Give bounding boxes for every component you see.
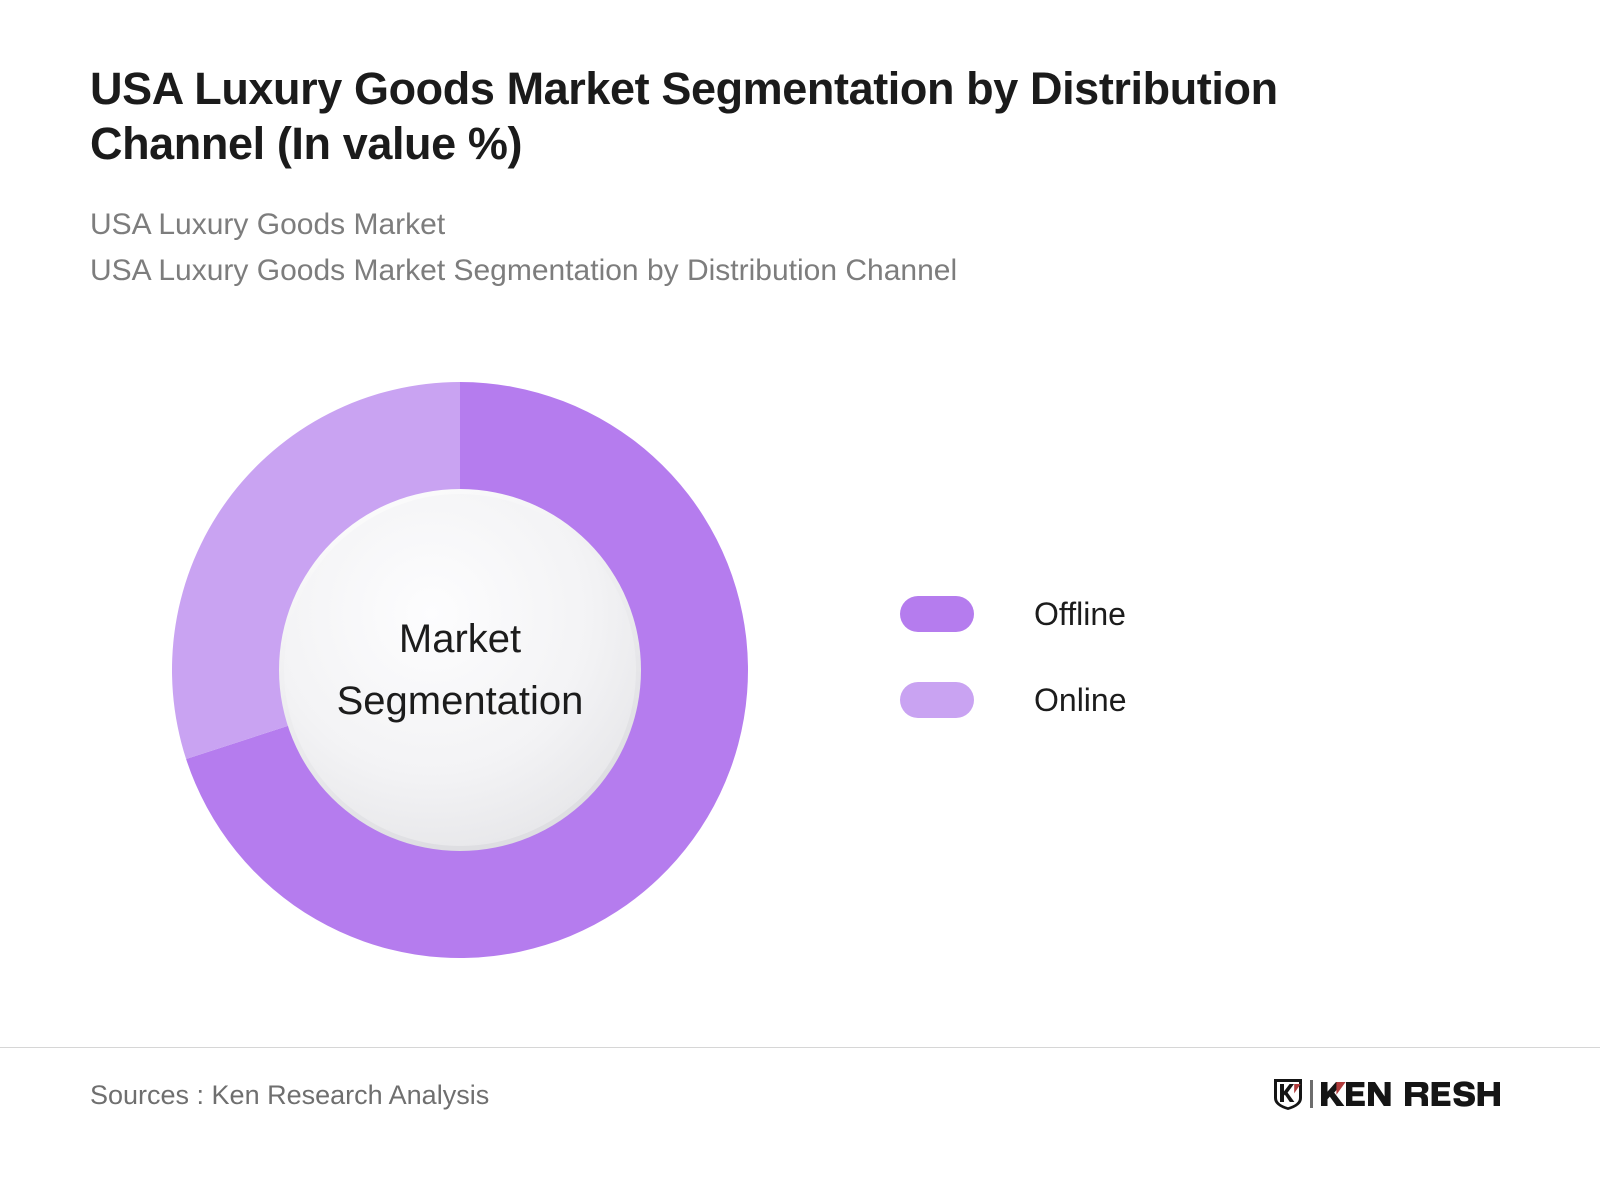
donut-chart-svg [171,382,749,958]
donut-slice-offline[interactable] [186,382,749,958]
chart-body: Market Segmentation Offline Online [0,350,1600,1010]
chart-header: USA Luxury Goods Market Segmentation by … [90,62,1490,295]
ken-research-logo [1272,1074,1504,1114]
legend-label-online: Online [1034,681,1127,718]
legend-swatch-online [900,682,974,718]
chart-legend: Offline Online [900,582,1127,754]
chart-subtitle: USA Luxury Goods Market USA Luxury Goods… [90,202,1490,295]
donut-chart: Market Segmentation [170,380,750,960]
shield-letter-k [1280,1084,1295,1102]
donut-slice-online[interactable] [171,382,460,759]
brand-wordmark [1321,1081,1500,1107]
legend-swatch-offline [900,596,974,632]
footer-divider [0,1047,1600,1048]
legend-item-offline[interactable]: Offline [900,582,1127,646]
page-title: USA Luxury Goods Market Segmentation by … [90,63,1278,169]
sources-text: Sources : Ken Research Analysis [90,1080,490,1110]
brand-logo-svg [1274,1079,1500,1110]
chart-footer: Sources : Ken Research Analysis [0,1047,1600,1200]
donut-hub [284,494,636,846]
legend-item-online[interactable]: Online [900,668,1127,732]
shield-accent-triangle [1294,1084,1301,1094]
logo-separator [1310,1080,1313,1108]
subtitle-line-segmentation: USA Luxury Goods Market Segmentation by … [90,254,958,288]
subtitle-line-market: USA Luxury Goods Market [90,207,446,241]
legend-label-offline: Offline [1034,595,1126,632]
